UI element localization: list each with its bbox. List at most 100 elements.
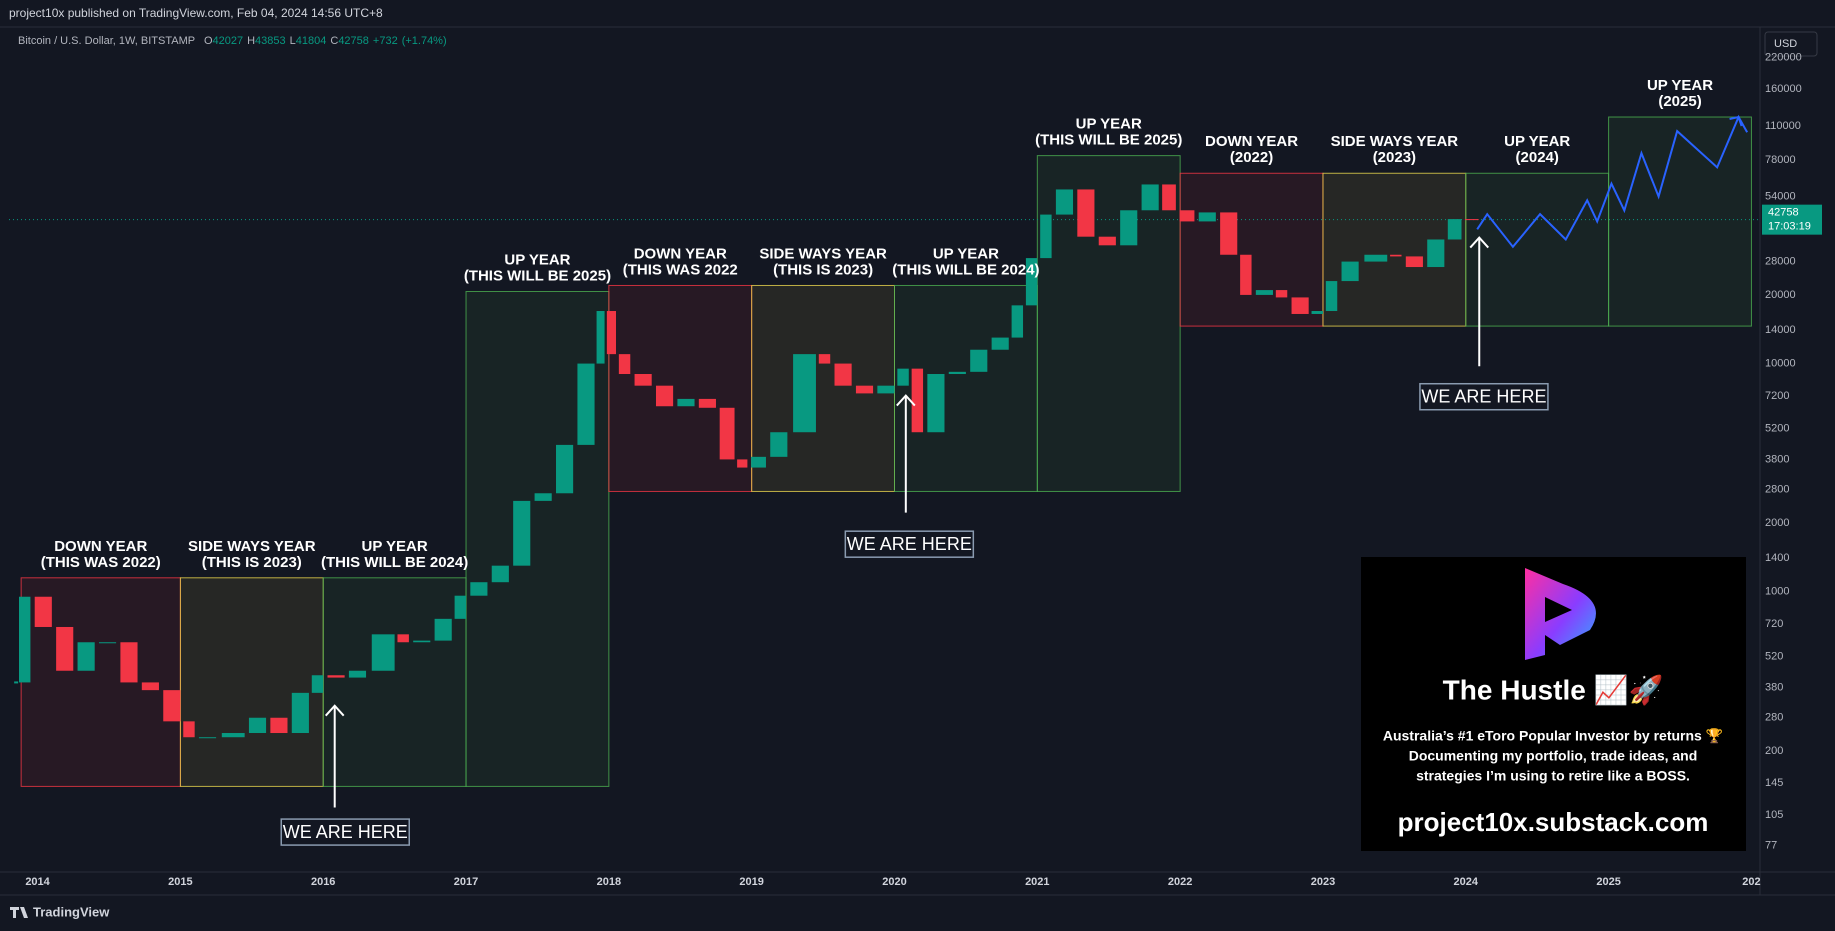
candle: [1255, 290, 1273, 295]
change: +732: [373, 35, 398, 47]
candle: [348, 670, 367, 678]
candle: [634, 374, 652, 386]
candle: [311, 675, 324, 693]
candle: [834, 363, 852, 386]
candle: [596, 311, 605, 364]
ohlc-label: L: [290, 35, 296, 47]
candle: [513, 500, 531, 566]
year-zone: [608, 284, 753, 492]
promo-line: Australia’s #1 eToro Popular Investor by…: [1383, 728, 1724, 745]
header: project10x published on TradingView.com,…: [9, 6, 383, 20]
legend: Bitcoin / U.S. Dollar, 1W, BITSTAMP O420…: [18, 35, 447, 47]
candle: [1240, 254, 1252, 295]
footer: TradingView: [33, 904, 110, 919]
ohlc-value: 42758: [338, 35, 369, 47]
candle: [1077, 189, 1095, 237]
candle: [719, 407, 735, 460]
zone-title: DOWN YEAR: [54, 538, 147, 555]
callout-box: [280, 818, 410, 846]
y-tick-label: 220000: [1765, 51, 1802, 63]
candle: [1291, 297, 1309, 314]
y-tick-label: 77: [1765, 840, 1777, 852]
candle: [14, 681, 19, 684]
plot-area: [9, 114, 1760, 787]
candle: [818, 354, 831, 364]
year-zone: [1465, 172, 1610, 327]
callout-arrowhead: [1469, 236, 1490, 249]
candle: [183, 721, 195, 738]
y-tick-label: 5200: [1765, 422, 1789, 434]
candle: [577, 363, 595, 445]
candle: [897, 368, 909, 386]
y-tick-label: 54000: [1765, 190, 1796, 202]
candle: [434, 618, 452, 641]
zone-title: UP YEAR: [933, 245, 999, 262]
ohlc-label: O: [204, 35, 213, 47]
promo-url[interactable]: project10x.substack.com: [1398, 807, 1709, 837]
y-tick-label: 7200: [1765, 390, 1789, 402]
ohlc-value: 43853: [255, 35, 286, 47]
callout-box: [1419, 382, 1549, 411]
ohlc-label: H: [247, 35, 255, 47]
y-tick-label: 145: [1765, 777, 1783, 789]
promo-line: Documenting my portfolio, trade ideas, a…: [1409, 748, 1698, 764]
x-tick-label: 2021: [1025, 876, 1049, 888]
legend-text: Bitcoin / U.S. Dollar, 1W, BITSTAMP O420…: [18, 35, 447, 47]
candle: [1427, 239, 1445, 268]
currency-button[interactable]: [1764, 31, 1818, 57]
candle: [413, 640, 431, 643]
zone-subtitle: (2024): [1516, 149, 1559, 166]
y-tick-label: 10000: [1765, 357, 1796, 369]
candle: [120, 642, 138, 683]
zone-title: DOWN YEAR: [1205, 133, 1298, 150]
candle: [556, 444, 574, 494]
zone-subtitle: (THIS WILL BE 2025): [1035, 132, 1182, 149]
change-pct: (+1.74%): [402, 35, 447, 47]
y-tick-label: 3800: [1765, 453, 1789, 465]
year-zone: [1608, 116, 1752, 327]
y-tick-label: 2800: [1765, 484, 1789, 496]
x-tick-label: 2016: [311, 876, 335, 888]
candle: [1179, 210, 1195, 222]
y-tick-label: 20000: [1765, 289, 1796, 301]
zone-subtitle: (THIS WILL BE 2024): [892, 261, 1039, 278]
candle: [56, 626, 74, 671]
candle: [98, 642, 117, 644]
candle: [1220, 212, 1238, 255]
candle: [970, 349, 988, 372]
zone-title: UP YEAR: [1647, 77, 1713, 94]
y-tick-label: 1400: [1765, 552, 1789, 564]
candle: [291, 692, 309, 734]
callout-label: WE ARE HERE: [1421, 386, 1546, 406]
candle: [397, 634, 409, 643]
y-tick-label: 14000: [1765, 324, 1796, 336]
candle: [877, 385, 895, 394]
candle: [141, 682, 159, 691]
candle: [18, 596, 31, 683]
zone-title: SIDE WAYS YEAR: [1331, 133, 1459, 150]
candle: [1055, 189, 1074, 215]
candle: [221, 733, 245, 738]
zone-subtitle: (THIS WILL BE 2024): [321, 554, 468, 571]
promo: The Hustle 📈🚀 Australia’s #1 eToro Popul…: [1361, 557, 1746, 851]
candle: [270, 717, 288, 734]
candle: [1325, 281, 1338, 312]
candle: [1198, 212, 1216, 222]
candle: [1341, 261, 1359, 282]
candle: [1141, 184, 1159, 211]
zone-title: UP YEAR: [362, 538, 428, 555]
x-tick-label: 2022: [1168, 876, 1192, 888]
candle: [1120, 210, 1138, 246]
candle: [1162, 184, 1176, 211]
candle: [77, 642, 95, 671]
candle: [1390, 254, 1402, 257]
promo-logo-play: [1545, 597, 1572, 622]
y-tick-label: 160000: [1765, 83, 1802, 95]
y-tick-label: 1000: [1765, 586, 1789, 598]
candle: [163, 690, 181, 722]
candle: [927, 374, 945, 433]
candle: [1025, 258, 1038, 306]
y-tick-label: 200: [1765, 745, 1783, 757]
callout-box: [844, 530, 975, 558]
countdown: 17:03:19: [1768, 221, 1811, 233]
